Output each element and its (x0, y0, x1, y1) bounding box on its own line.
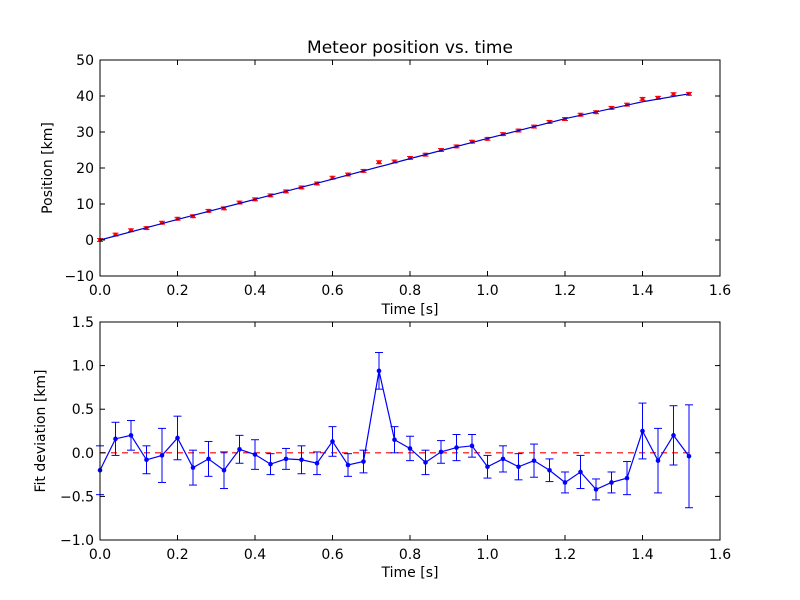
x-tick-label: 0.0 (89, 283, 111, 299)
deviation-data-point (190, 465, 196, 470)
y-tick-label: 10 (76, 197, 94, 213)
deviation-axes-frame (99, 321, 721, 541)
deviation-data-point (330, 439, 335, 444)
deviation-data-point (609, 480, 614, 485)
deviation-data-point (423, 460, 428, 465)
deviation-data-point (655, 458, 661, 463)
y-tick-label: 50 (76, 53, 94, 69)
deviation-data-point (128, 433, 134, 438)
position-chart: Meteor position vs. time 0.0 0.2 0.4 0.6 0.8… (40, 38, 731, 318)
deviation-data-point (593, 487, 599, 492)
deviation-data-point (144, 457, 149, 463)
deviation-data-point (469, 443, 475, 449)
deviation-data-point (562, 480, 568, 485)
x-tick-label: 1.0 (476, 283, 498, 299)
deviation-data-point (485, 464, 490, 470)
x-tick-label: 1.2 (554, 283, 576, 299)
deviation-data-point (376, 368, 382, 374)
x-tick-label: 0.6 (321, 283, 343, 299)
deviation-data-point (407, 446, 413, 451)
y-tick-label: −0.5 (60, 489, 94, 505)
deviation-data-point (500, 456, 506, 462)
position-axes-frame (99, 59, 721, 277)
position-fit-line (99, 93, 690, 241)
deviation-data-point (454, 445, 459, 450)
position-y-axis-label: Position [km] (40, 122, 56, 214)
x-tick-label: 0.0 (89, 547, 111, 563)
deviation-data-point (159, 453, 165, 458)
y-tick-label: 20 (76, 161, 94, 177)
y-tick-label: 0 (85, 233, 94, 249)
y-tick-label: 1.0 (72, 359, 94, 375)
deviation-data-point (221, 467, 227, 473)
y-tick-label: 0.5 (72, 402, 94, 418)
deviation-data-point (624, 475, 630, 481)
deviation-data-point (314, 460, 320, 466)
x-tick-label: 0.4 (244, 283, 266, 299)
deviation-data-point (361, 459, 366, 464)
x-tick-label: 1.6 (709, 283, 731, 299)
deviation-data-point (206, 456, 211, 462)
deviation-data-point (578, 469, 583, 475)
deviation-data-point (531, 458, 537, 463)
deviation-data-point (268, 461, 273, 467)
y-tick-label: 0.0 (72, 446, 94, 462)
x-tick-label: 0.2 (166, 283, 188, 299)
y-tick-label: 1.5 (72, 315, 94, 331)
deviation-data-point (252, 452, 258, 457)
deviation-data-point (438, 449, 444, 455)
deviation-data-point (345, 462, 351, 468)
deviation-chart: 0.0 0.2 0.4 0.6 0.8 1.0 1.2 1.4 1.6 −1.0−0.50.00… (33, 315, 731, 581)
y-tick-label: 30 (76, 125, 94, 141)
x-tick-label: 1.4 (631, 547, 653, 563)
position-data-point (671, 92, 676, 97)
y-tick-label: −1.0 (60, 533, 94, 549)
x-tick-label: 0.4 (244, 547, 266, 563)
deviation-data-point (237, 447, 242, 452)
x-tick-label: 0.6 (321, 547, 343, 563)
deviation-data-point (175, 435, 180, 441)
position-data-point (377, 160, 381, 165)
deviation-data-point (516, 464, 521, 470)
position-data-point (640, 96, 645, 101)
deviation-data-point (686, 453, 692, 459)
deviation-data-point (113, 436, 118, 442)
deviation-x-axis-label: Time [s] (381, 565, 439, 581)
deviation-data-point (671, 433, 676, 438)
y-tick-label: 40 (76, 89, 94, 105)
deviation-data-point (392, 437, 397, 443)
position-x-ticks: 0.0 0.2 0.4 0.6 0.8 1.0 1.2 1.4 1.6 (89, 60, 731, 299)
x-tick-label: 1.2 (554, 547, 576, 563)
x-tick-label: 0.8 (399, 547, 421, 563)
deviation-y-axis-label: Fit deviation [km] (33, 369, 49, 492)
deviation-plot-area (96, 352, 693, 509)
deviation-data-point (299, 457, 304, 463)
x-tick-label: 0.2 (166, 547, 188, 563)
x-tick-label: 1.6 (709, 547, 731, 563)
x-tick-label: 1.0 (476, 547, 498, 563)
position-plot-area (97, 91, 692, 242)
deviation-y-ticks: −1.0 −0.5 0.0 0.5 1.0 1.5 (60, 315, 720, 549)
position-x-axis-label: Time [s] (381, 302, 439, 318)
y-tick-label: −10 (64, 269, 94, 285)
deviation-data-point (283, 456, 289, 462)
deviation-data-point (547, 467, 552, 473)
x-tick-label: 0.8 (399, 283, 421, 299)
deviation-data-point (640, 428, 645, 434)
x-tick-label: 1.4 (631, 283, 653, 299)
deviation-x-ticks: 0.0 0.2 0.4 0.6 0.8 1.0 1.2 1.4 1.6 (89, 322, 731, 563)
position-chart-title: Meteor position vs. time (307, 38, 513, 58)
position-y-ticks: −10 0 10 20 30 40 50 (64, 53, 720, 285)
